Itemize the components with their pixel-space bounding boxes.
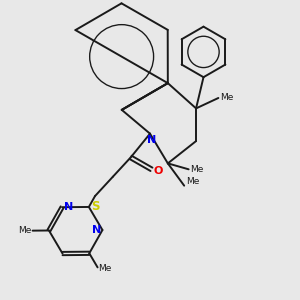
Text: Me: Me bbox=[18, 226, 31, 235]
Text: N: N bbox=[147, 135, 156, 145]
Text: Me: Me bbox=[186, 177, 199, 186]
Text: S: S bbox=[91, 200, 99, 213]
Text: Me: Me bbox=[190, 165, 203, 174]
Text: Me: Me bbox=[98, 264, 112, 273]
Text: N: N bbox=[92, 225, 101, 235]
Text: N: N bbox=[64, 202, 73, 212]
Text: Me: Me bbox=[220, 94, 233, 103]
Text: O: O bbox=[154, 166, 163, 176]
